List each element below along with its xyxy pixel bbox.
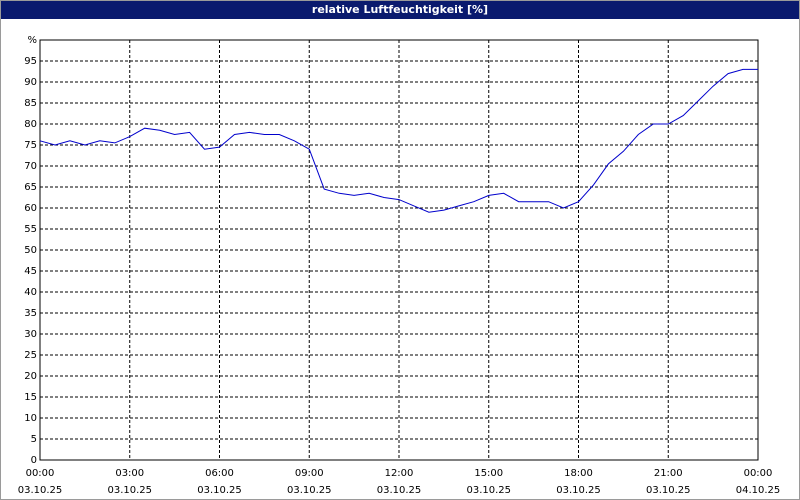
x-tick-label: 15:00 bbox=[474, 468, 503, 479]
y-tick-label: 90 bbox=[24, 77, 37, 88]
x-tick-label: 00:00 bbox=[26, 468, 55, 479]
y-tick-label: 60 bbox=[24, 203, 37, 214]
x-tick-date: 03.10.25 bbox=[287, 485, 332, 496]
x-tick-date: 03.10.25 bbox=[466, 485, 511, 496]
y-tick-label: 80 bbox=[24, 119, 37, 130]
y-tick-label: 85 bbox=[24, 98, 37, 109]
y-tick-label: 75 bbox=[24, 140, 37, 151]
x-tick-date: 03.10.25 bbox=[646, 485, 691, 496]
y-tick-label: 15 bbox=[24, 392, 37, 403]
plot-frame bbox=[39, 39, 759, 461]
x-tick-label: 09:00 bbox=[295, 468, 324, 479]
x-tick-label: 21:00 bbox=[654, 468, 683, 479]
x-tick-label: 03:00 bbox=[115, 468, 144, 479]
x-tick-date: 03.10.25 bbox=[197, 485, 242, 496]
y-tick-label: 55 bbox=[24, 224, 37, 235]
y-tick-label: 65 bbox=[24, 182, 37, 193]
x-tick-label: 18:00 bbox=[564, 468, 593, 479]
x-tick-date: 03.10.25 bbox=[107, 485, 152, 496]
y-tick-label: 5 bbox=[31, 434, 37, 445]
x-tick-label: 00:00 bbox=[744, 468, 773, 479]
y-tick-label: 35 bbox=[24, 308, 37, 319]
x-tick-date: 04.10.25 bbox=[736, 485, 781, 496]
y-tick-label: 40 bbox=[24, 287, 37, 298]
y-tick-label: % bbox=[27, 35, 37, 46]
x-tick-label: 12:00 bbox=[385, 468, 414, 479]
chart-title: relative Luftfeuchtigkeit [%] bbox=[1, 1, 799, 19]
y-tick-label: 0 bbox=[31, 455, 37, 466]
x-tick-date: 03.10.25 bbox=[18, 485, 63, 496]
x-tick-label: 06:00 bbox=[205, 468, 234, 479]
y-tick-label: 95 bbox=[24, 56, 37, 67]
y-tick-label: 70 bbox=[24, 161, 37, 172]
y-tick-label: 10 bbox=[24, 413, 37, 424]
y-tick-label: 50 bbox=[24, 245, 37, 256]
y-tick-label: 30 bbox=[24, 329, 37, 340]
y-tick-label: 25 bbox=[24, 350, 37, 361]
data-line bbox=[39, 68, 758, 213]
x-tick-date: 03.10.25 bbox=[377, 485, 422, 496]
y-tick-label: 45 bbox=[24, 266, 37, 277]
x-tick-date: 03.10.25 bbox=[556, 485, 601, 496]
y-tick-label: 20 bbox=[24, 371, 37, 382]
